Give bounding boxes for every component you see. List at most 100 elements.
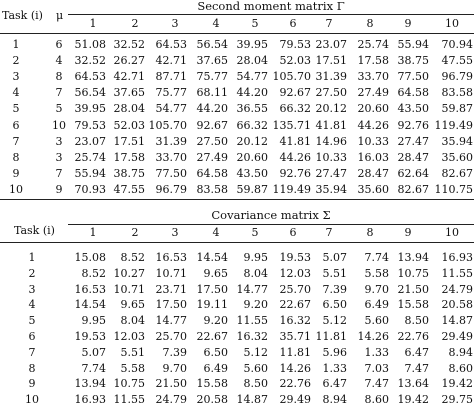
mu-column-header: μ <box>56 9 64 22</box>
matrix-cell: 9.95 <box>81 314 107 328</box>
matrix-cell: 5.58 <box>120 361 146 375</box>
matrix-cell: 43.50 <box>397 102 430 116</box>
table-row: 6 19.53 12.03 25.70 22.67 16.32 35.71 11.81 14.2… <box>0 330 474 345</box>
column-header: 10 <box>445 226 459 239</box>
column-header: 3 <box>171 17 179 30</box>
matrix-cell: 32.52 <box>113 38 146 51</box>
table-row: 2 4 32.52 26.27 42.71 37.65 28.04 52.03 17.51 17.… <box>0 54 474 69</box>
matrix-cell: 14.54 <box>74 298 107 312</box>
task-index: 7 <box>12 134 20 148</box>
matrix-cell: 19.53 <box>279 251 312 264</box>
task-index: 3 <box>12 70 20 84</box>
task-index: 10 <box>9 182 23 196</box>
matrix-cell: 8.94 <box>322 393 348 407</box>
matrix-cell: 5.51 <box>120 345 146 359</box>
matrix-cell: 66.32 <box>236 118 269 132</box>
matrix-cell: 17.58 <box>357 54 390 68</box>
matrix-cell: 29.49 <box>279 393 312 407</box>
column-header: 2 <box>131 226 139 239</box>
matrix-cell: 28.47 <box>357 166 390 180</box>
column-header: 9 <box>404 226 412 239</box>
task-index: 4 <box>28 298 36 312</box>
table-row: 9 13.94 10.75 21.50 15.58 8.50 22.76 6.47 7.47 13… <box>0 377 474 392</box>
matrix-cell: 6.49 <box>203 361 229 375</box>
table-row: 6 10 79.53 52.03 105.70 92.67 66.32 135.71 41.81… <box>0 119 474 134</box>
covariance-caption: Covariance matrix Σ <box>211 208 331 222</box>
task-index: 7 <box>28 345 36 359</box>
matrix-cell: 44.26 <box>279 150 312 164</box>
matrix-cell: 5.60 <box>243 361 269 375</box>
matrix-cell: 42.71 <box>113 70 146 84</box>
matrix-cell: 27.47 <box>315 166 348 180</box>
matrix-cell: 19.11 <box>196 298 229 312</box>
matrix-cell: 23.71 <box>155 282 188 296</box>
matrix-cell: 9.65 <box>120 298 146 312</box>
matrix-cell: 8.04 <box>120 314 146 328</box>
matrix-cell: 119.49 <box>434 118 474 132</box>
matrix-cell: 68.11 <box>196 86 229 100</box>
task-index: 1 <box>12 38 20 51</box>
matrix-cell: 92.76 <box>279 166 312 180</box>
task-index: 5 <box>12 102 20 116</box>
matrix-cell: 70.93 <box>74 182 107 196</box>
matrix-cell: 7.39 <box>162 345 188 359</box>
matrix-cell: 87.71 <box>155 70 188 84</box>
mu-value: 8 <box>55 70 63 84</box>
mu-value: 10 <box>52 118 66 132</box>
matrix-cell: 10.33 <box>357 134 390 148</box>
matrix-cell: 8.04 <box>243 266 269 280</box>
matrix-cell: 62.64 <box>397 166 430 180</box>
matrix-cell: 52.03 <box>113 118 146 132</box>
matrix-cell: 19.42 <box>397 393 430 407</box>
matrix-cell: 11.55 <box>113 393 146 407</box>
matrix-cell: 27.50 <box>196 134 229 148</box>
matrix-cell: 35.94 <box>315 182 348 196</box>
matrix-cell: 9.65 <box>203 266 229 280</box>
matrix-cell: 5.51 <box>322 266 348 280</box>
table-row: 1 6 51.08 32.52 64.53 56.54 39.95 79.53 23.07 25.… <box>0 38 474 53</box>
matrix-cell: 6.50 <box>203 345 229 359</box>
header-rule <box>0 242 474 243</box>
matrix-cell: 9.70 <box>364 282 390 296</box>
matrix-cell: 55.94 <box>397 38 430 51</box>
matrix-cell: 59.87 <box>236 182 269 196</box>
task-index: 2 <box>28 266 36 280</box>
matrix-cell: 7.47 <box>364 377 390 391</box>
matrix-cell: 6.47 <box>322 377 348 391</box>
matrix-cell: 8.94 <box>448 345 474 359</box>
matrix-cell: 15.58 <box>397 298 430 312</box>
matrix-cell: 31.39 <box>315 70 348 84</box>
matrix-cell: 27.47 <box>397 134 430 148</box>
column-header: 1 <box>89 226 97 239</box>
matrix-cell: 16.93 <box>441 251 474 264</box>
table-row: 5 9.95 8.04 14.77 9.20 11.55 16.32 5.12 5.60 8.50… <box>0 314 474 329</box>
matrix-cell: 16.53 <box>155 251 188 264</box>
matrix-cell: 25.74 <box>74 150 107 164</box>
bottom-rule <box>0 199 474 200</box>
matrix-cell: 16.53 <box>74 282 107 296</box>
matrix-cell: 37.65 <box>113 86 146 100</box>
matrix-cell: 10.71 <box>155 266 188 280</box>
matrix-cell: 14.26 <box>279 361 312 375</box>
matrix-cell: 7.03 <box>364 361 390 375</box>
task-index: 8 <box>28 361 36 375</box>
matrix-cell: 6.50 <box>322 298 348 312</box>
column-header: 10 <box>445 17 459 30</box>
matrix-cell: 77.50 <box>397 70 430 84</box>
matrix-cell: 8.52 <box>120 251 146 264</box>
matrix-cell: 56.54 <box>74 86 107 100</box>
task-index: 9 <box>12 166 20 180</box>
matrix-cell: 14.96 <box>315 134 348 148</box>
matrix-cell: 7.47 <box>404 361 430 375</box>
column-header: 2 <box>131 17 139 30</box>
matrix-cell: 92.67 <box>196 118 229 132</box>
matrix-cell: 44.20 <box>196 102 229 116</box>
matrix-cell: 96.79 <box>155 182 188 196</box>
matrix-cell: 6.49 <box>364 298 390 312</box>
matrix-cell: 119.49 <box>272 182 312 196</box>
matrix-cell: 14.87 <box>236 393 269 407</box>
matrix-cell: 12.03 <box>279 266 312 280</box>
matrix-cell: 9.70 <box>162 361 188 375</box>
mu-value: 3 <box>55 150 63 164</box>
matrix-cell: 14.77 <box>236 282 269 296</box>
